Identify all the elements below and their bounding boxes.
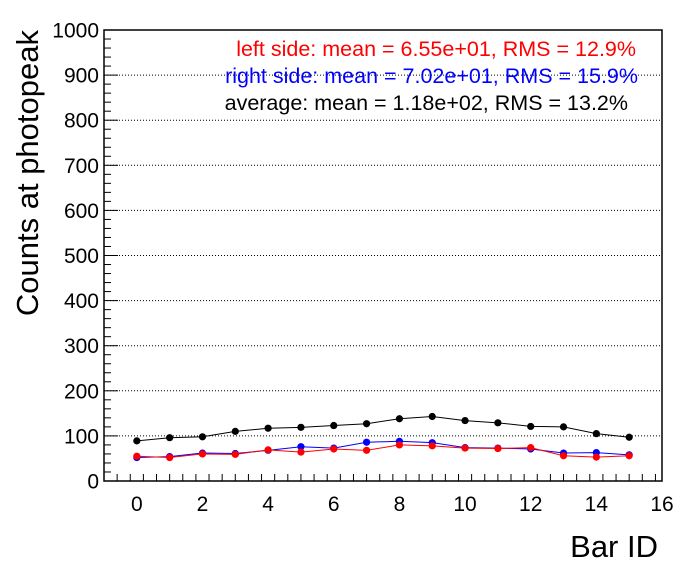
x-tick-label: 2 — [197, 493, 209, 516]
series-left-point — [428, 442, 436, 450]
series-left-point — [527, 444, 535, 452]
series-left-point — [362, 446, 371, 454]
series-average-point — [625, 433, 633, 441]
y-tick-label: 600 — [64, 200, 99, 223]
series-left-point — [231, 450, 239, 458]
y-tick-label: 400 — [64, 290, 99, 313]
series-left-point — [133, 452, 141, 460]
series-average-point — [264, 424, 272, 432]
y-tick-label: 100 — [64, 425, 99, 448]
x-tick-label: 0 — [131, 493, 143, 516]
series-left-point — [297, 448, 305, 456]
gridlines — [104, 74, 662, 437]
series-left-point — [592, 453, 600, 461]
series-left-point — [461, 444, 469, 452]
series-average — [133, 412, 633, 445]
x-tick-label: 14 — [585, 493, 609, 516]
x-axis: 0 2 4 6 8 10 12 14 16 — [103, 474, 674, 516]
y-tick-label: 900 — [64, 65, 99, 88]
series-right-line — [136, 440, 630, 459]
series-right-point — [362, 438, 371, 446]
y-tick-label: 300 — [64, 335, 99, 358]
series-average-point — [592, 430, 600, 438]
y-tick-label: 800 — [64, 110, 99, 133]
x-axis-title: Bar ID — [570, 529, 658, 564]
series-average-point — [362, 420, 371, 428]
series-average-point — [461, 416, 469, 425]
x-tick-label: 16 — [650, 493, 673, 516]
y-axis-title: Counts at photopeak — [10, 30, 45, 317]
series-left-point — [559, 452, 568, 460]
x-tick-label: 8 — [394, 493, 406, 516]
x-tick-label: 4 — [262, 493, 274, 516]
y-tick-label: 500 — [64, 245, 99, 268]
annotation-left-side: left side: mean = 6.55e+01, RMS = 12.9% — [236, 37, 636, 61]
series-average-line — [136, 416, 630, 442]
series-average-point — [297, 423, 305, 431]
series-left-point — [198, 450, 207, 458]
series-average-point — [166, 434, 174, 442]
annotation-average: average: mean = 1.18e+02, RMS = 13.2% — [225, 91, 628, 115]
series-left-point — [625, 452, 633, 460]
y-tick-label: 200 — [64, 380, 99, 403]
x-tick-label: 12 — [519, 493, 542, 516]
series-left-point — [395, 441, 404, 449]
y-tick-label: 0 — [87, 471, 99, 494]
series-average-point — [494, 419, 502, 427]
series-left-point — [166, 453, 174, 462]
series-right — [133, 437, 633, 462]
y-axis: 0 100 200 300 400 500 600 700 800 900 1000 — [52, 20, 118, 494]
series-left-point — [330, 445, 338, 453]
x-tick-label: 10 — [453, 493, 476, 516]
series-right-point — [297, 443, 305, 451]
series-left-point — [494, 444, 502, 453]
series-average-point — [198, 433, 207, 441]
series-average-point — [133, 437, 141, 445]
series-left-point — [264, 446, 272, 454]
annotation-right-side: right side: mean = 7.02e+01, RMS = 15.9% — [225, 64, 638, 88]
series-left-line — [136, 444, 630, 459]
x-tick-label: 6 — [328, 493, 340, 516]
series-group — [133, 412, 633, 462]
y-tick-label: 1000 — [52, 20, 99, 43]
series-average-point — [559, 423, 568, 431]
series-average-point — [527, 422, 535, 431]
series-average-point — [428, 412, 436, 421]
y-tick-label: 700 — [64, 155, 99, 178]
series-average-point — [395, 415, 404, 423]
series-average-point — [231, 427, 239, 435]
series-left — [133, 441, 633, 462]
series-average-point — [330, 421, 338, 430]
